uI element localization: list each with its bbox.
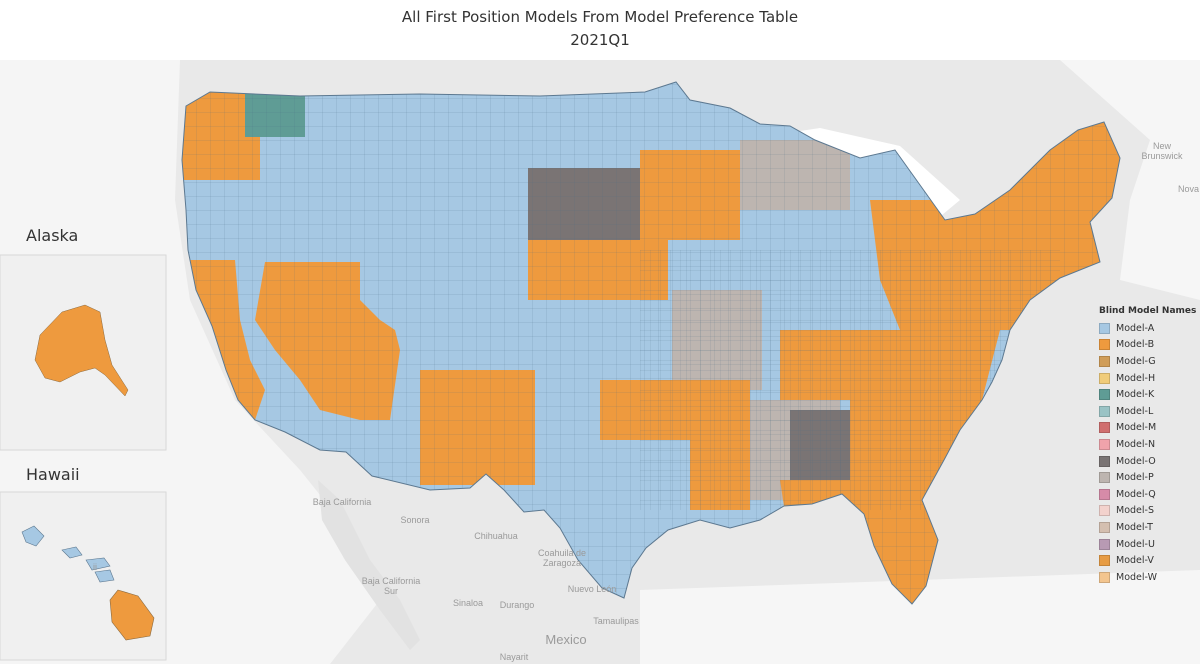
place-nayarit: Nayarit bbox=[499, 652, 529, 662]
legend-label: Model-G bbox=[1116, 355, 1156, 367]
legend-label: Model-M bbox=[1116, 422, 1157, 434]
legend-swatch bbox=[1099, 571, 1110, 583]
legend-title: Blind Model Names bbox=[1099, 306, 1197, 316]
place-baja-california: Baja California bbox=[312, 497, 372, 507]
place-mexico: Mexico bbox=[545, 632, 587, 647]
legend-item[interactable]: Model-T bbox=[1099, 519, 1199, 536]
legend-item[interactable]: Model-H bbox=[1099, 370, 1199, 387]
legend-label: Model-Q bbox=[1116, 488, 1156, 500]
place-durango: Durango bbox=[499, 600, 535, 610]
legend-item[interactable]: Model-O bbox=[1099, 453, 1199, 470]
legend-label: Model-U bbox=[1116, 538, 1155, 550]
place-coahuila: Coahuila de Zaragoza bbox=[537, 548, 587, 568]
legend-label: Model-O bbox=[1116, 455, 1156, 467]
legend-item[interactable]: Model-S bbox=[1099, 503, 1199, 520]
legend-label: Model-H bbox=[1116, 372, 1156, 384]
hawaii-big-island[interactable] bbox=[109, 589, 155, 641]
legend-label: Model-W bbox=[1116, 571, 1157, 583]
legend-swatch bbox=[1099, 438, 1110, 450]
map-subtitle: 2021Q1 bbox=[570, 31, 630, 49]
legend-item[interactable]: Model-P bbox=[1099, 469, 1199, 486]
place-new-brunswick: New Brunswick bbox=[1141, 141, 1183, 161]
legend-swatch bbox=[1099, 322, 1110, 334]
map-title: All First Position Models From Model Pre… bbox=[401, 8, 799, 26]
place-chihuahua: Chihuahua bbox=[474, 531, 518, 541]
choropleth-map[interactable] bbox=[0, 60, 1200, 664]
hawaii-kauai[interactable] bbox=[21, 525, 45, 547]
legend-swatch bbox=[1099, 505, 1110, 517]
legend-swatch bbox=[1099, 521, 1110, 533]
legend-swatch bbox=[1099, 472, 1110, 484]
alaska-shape[interactable] bbox=[34, 304, 129, 397]
atlantic-ocean bbox=[1060, 60, 1200, 300]
legend-item[interactable]: Model-B bbox=[1099, 337, 1199, 354]
legend-item[interactable]: Model-L bbox=[1099, 403, 1199, 420]
legend-label: Model-A bbox=[1116, 322, 1155, 334]
legend-swatch bbox=[1099, 455, 1110, 467]
legend-item[interactable]: Model-U bbox=[1099, 536, 1199, 553]
legend-items: Model-A Model-B Model-G Model-H Model-K Model… bbox=[1099, 320, 1199, 586]
hawaii-maui[interactable] bbox=[94, 569, 115, 583]
legend-label: Model-V bbox=[1116, 555, 1154, 567]
legend-swatch bbox=[1099, 355, 1110, 367]
legend: Blind Model Names Model-A Model-B Model-G M… bbox=[1099, 306, 1199, 586]
legend-swatch bbox=[1099, 422, 1110, 434]
place-sinaloa: Sinaloa bbox=[452, 598, 484, 608]
hawaii-molokai[interactable] bbox=[85, 557, 111, 571]
legend-label: Model-T bbox=[1116, 521, 1153, 533]
legend-item[interactable]: Model-V bbox=[1099, 552, 1199, 569]
legend-swatch bbox=[1099, 555, 1110, 567]
legend-label: Model-S bbox=[1116, 505, 1154, 517]
legend-swatch bbox=[1099, 488, 1110, 500]
hawaii-oahu[interactable] bbox=[61, 546, 83, 559]
place-nuevo-leon: Nuevo León bbox=[567, 584, 617, 594]
legend-item[interactable]: Model-N bbox=[1099, 436, 1199, 453]
legend-swatch bbox=[1099, 405, 1110, 417]
legend-item[interactable]: Model-M bbox=[1099, 420, 1199, 437]
legend-item[interactable]: Model-K bbox=[1099, 386, 1199, 403]
place-hawaii-partial: ii bbox=[93, 562, 97, 572]
legend-label: Model-K bbox=[1116, 389, 1155, 401]
us-border bbox=[181, 81, 1121, 605]
legend-label: Model-N bbox=[1116, 438, 1156, 450]
baja-peninsula bbox=[318, 480, 420, 650]
legend-label: Model-B bbox=[1116, 339, 1155, 351]
legend-item[interactable]: Model-W bbox=[1099, 569, 1199, 586]
place-sonora: Sonora bbox=[400, 515, 430, 525]
place-nova: Nova bbox=[1178, 184, 1200, 194]
map-canvas[interactable] bbox=[0, 60, 1200, 664]
legend-item[interactable]: Model-A bbox=[1099, 320, 1199, 337]
place-baja-california-sur: Baja California Sur bbox=[361, 576, 421, 596]
legend-label: Model-P bbox=[1116, 472, 1154, 484]
legend-item[interactable]: Model-Q bbox=[1099, 486, 1199, 503]
legend-swatch bbox=[1099, 538, 1110, 550]
alaska-label: Alaska bbox=[26, 226, 79, 245]
legend-swatch bbox=[1099, 389, 1110, 401]
legend-item[interactable]: Model-G bbox=[1099, 353, 1199, 370]
gulf-water bbox=[640, 570, 1200, 664]
place-tamaulipas: Tamaulipas bbox=[593, 616, 639, 626]
legend-label: Model-L bbox=[1116, 405, 1154, 417]
legend-swatch bbox=[1099, 372, 1110, 384]
hawaii-label: Hawaii bbox=[26, 465, 80, 484]
legend-swatch bbox=[1099, 339, 1110, 351]
